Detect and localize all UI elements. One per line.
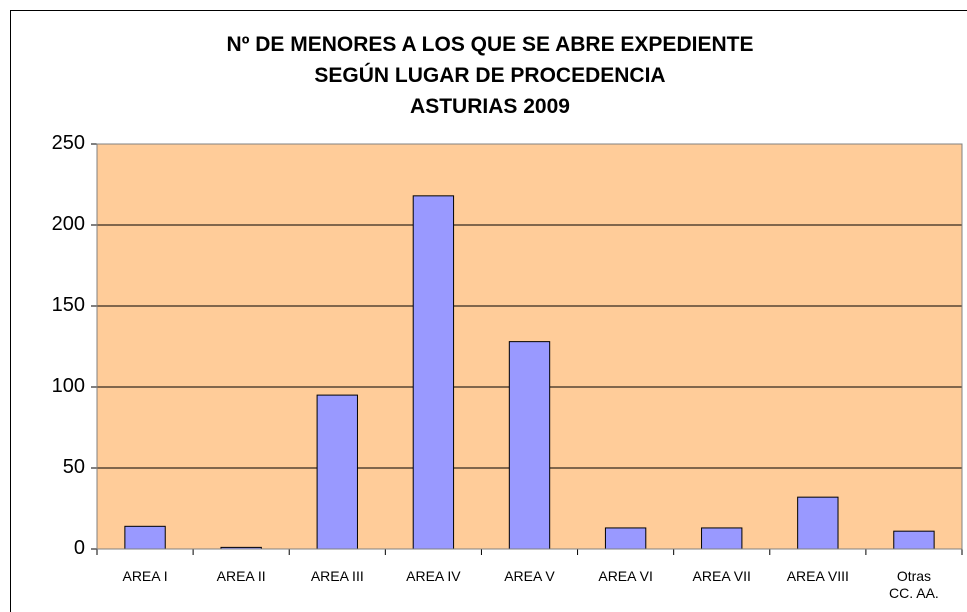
- bar: [124, 525, 166, 550]
- y-tick-label: 0: [73, 537, 85, 559]
- y-tick-label: 200: [51, 213, 85, 235]
- bar: [508, 341, 551, 550]
- y-tick-label: 250: [51, 132, 85, 154]
- x-tick-label: AREA VIII: [786, 568, 849, 584]
- bar: [701, 527, 743, 550]
- y-tick-label: 50: [62, 456, 85, 478]
- chart-title: Nº DE MENORES A LOS QUE SE ABRE EXPEDIEN…: [226, 33, 754, 118]
- x-tick-label: AREA VII: [692, 568, 751, 584]
- plot-border: [96, 143, 963, 550]
- bar: [412, 195, 455, 550]
- bar: [893, 530, 935, 550]
- x-tick-label: AREA V: [504, 568, 555, 584]
- x-tick-label: AREA III: [310, 568, 364, 584]
- x-tick-label: AREA I: [122, 568, 168, 584]
- y-tick-label: 150: [51, 294, 85, 316]
- x-tick-label: AREA II: [216, 568, 266, 584]
- bar: [316, 394, 358, 550]
- x-tick-label: AREA VI: [598, 568, 653, 584]
- x-tick-label: AREA IV: [406, 568, 461, 584]
- bar: [797, 496, 839, 550]
- bar: [604, 527, 647, 550]
- x-tick-label: Otras CC. AA.: [889, 568, 939, 601]
- y-tick-label: 100: [51, 375, 85, 397]
